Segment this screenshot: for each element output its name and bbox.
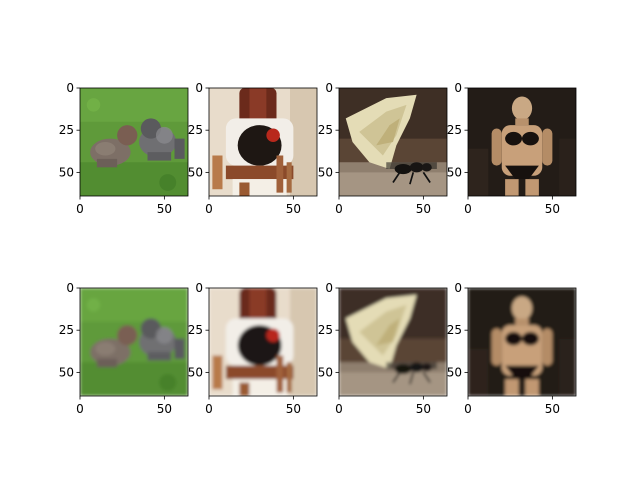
y-tick-label: 25 <box>447 123 462 137</box>
y-tick-label: 50 <box>447 165 462 179</box>
y-tick-label: 50 <box>188 165 203 179</box>
axes-frame <box>79 287 189 397</box>
x-tick-label: 0 <box>464 202 472 216</box>
y-tick-label: 50 <box>59 165 74 179</box>
y-tick-label: 25 <box>318 323 333 337</box>
x-tick-label: 0 <box>205 202 213 216</box>
x-tick-label: 50 <box>416 202 431 216</box>
y-tick-label: 25 <box>318 123 333 137</box>
axes-r1-c0: 0 50 0 25 50 <box>59 281 189 416</box>
x-tick-label: 0 <box>335 402 343 416</box>
y-tick-label: 25 <box>59 323 74 337</box>
axes-r0-c3: 0 50 0 25 50 <box>447 81 577 216</box>
axes-r1-c1: 0 50 0 25 50 <box>188 281 318 416</box>
y-tick-label: 50 <box>59 365 74 379</box>
axes-frame <box>208 287 318 397</box>
y-tick-label: 0 <box>325 81 333 95</box>
image-r0-c2 <box>338 87 448 197</box>
axes-frame <box>467 287 577 397</box>
image-r1-c2 <box>338 287 448 397</box>
y-tick-label: 0 <box>454 81 462 95</box>
image-r0-c1 <box>209 88 317 196</box>
y-tick-label: 25 <box>447 323 462 337</box>
x-tick-label: 50 <box>157 402 172 416</box>
axes-r1-c2: 0 50 0 25 50 <box>318 281 448 416</box>
axes-frame <box>79 87 189 197</box>
x-tick-label: 0 <box>205 402 213 416</box>
axes-r0-c2: 0 50 0 25 50 <box>318 81 448 216</box>
y-tick-label: 0 <box>325 281 333 295</box>
y-tick-label: 50 <box>188 365 203 379</box>
axes-r1-c3: 0 50 0 25 50 <box>447 281 577 416</box>
x-tick-label: 0 <box>464 402 472 416</box>
y-tick-label: 25 <box>188 323 203 337</box>
x-tick-label: 50 <box>157 202 172 216</box>
y-tick-label: 50 <box>318 165 333 179</box>
image-r0-c0 <box>80 88 188 196</box>
y-tick-label: 25 <box>188 123 203 137</box>
axes-frame <box>338 287 448 397</box>
axes-frame <box>338 87 448 197</box>
image-r1-c0 <box>80 288 188 396</box>
y-tick-label: 0 <box>454 281 462 295</box>
x-tick-label: 50 <box>286 202 301 216</box>
x-tick-label: 0 <box>76 402 84 416</box>
y-tick-label: 0 <box>66 281 74 295</box>
y-tick-label: 25 <box>59 123 74 137</box>
x-tick-label: 50 <box>416 402 431 416</box>
x-tick-label: 50 <box>545 402 560 416</box>
x-tick-label: 50 <box>286 402 301 416</box>
x-tick-label: 0 <box>76 202 84 216</box>
y-tick-label: 50 <box>318 365 333 379</box>
y-tick-label: 0 <box>195 281 203 295</box>
image-r1-c3 <box>468 288 576 396</box>
axes-frame <box>208 87 318 197</box>
image-r1-c1 <box>209 288 317 396</box>
axes-r0-c0: 0 50 0 25 50 <box>59 81 189 216</box>
x-tick-label: 0 <box>335 202 343 216</box>
y-tick-label: 50 <box>447 365 462 379</box>
axes-r0-c1: 0 50 0 25 50 <box>188 81 318 216</box>
y-tick-label: 0 <box>195 81 203 95</box>
image-r0-c3 <box>468 88 576 196</box>
axes-frame <box>467 87 577 197</box>
y-tick-label: 0 <box>66 81 74 95</box>
x-tick-label: 50 <box>545 202 560 216</box>
